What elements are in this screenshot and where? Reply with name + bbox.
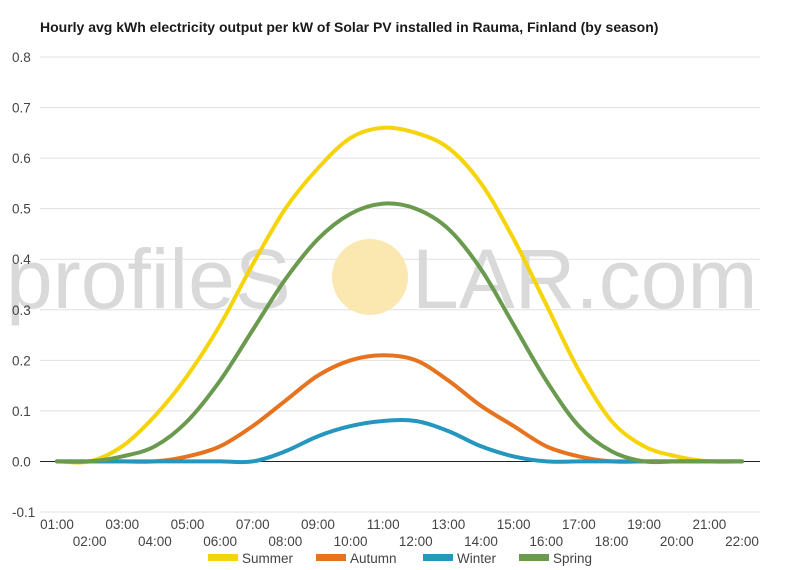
y-tick-label: 0.5 <box>12 202 31 217</box>
y-tick-label: 0.2 <box>12 353 31 368</box>
y-tick-label: 0.3 <box>12 303 31 318</box>
series-lines <box>55 125 744 465</box>
x-tick-label: 06:00 <box>203 534 237 549</box>
x-tick-label: 22:00 <box>725 534 759 549</box>
x-tick-label: 18:00 <box>595 534 629 549</box>
x-tick-label: 03:00 <box>105 517 139 532</box>
series-line-summer <box>55 125 744 465</box>
y-tick-label: 0.8 <box>12 50 31 65</box>
legend-swatch <box>423 554 453 561</box>
x-tick-label: 04:00 <box>138 534 172 549</box>
x-tick-label: 08:00 <box>268 534 302 549</box>
y-axis-ticks: -0.1 0.0 0.1 0.2 0.3 0.4 0.5 0.6 0.7 0.8 <box>12 50 35 520</box>
legend-label: Summer <box>242 551 294 566</box>
x-tick-label: 15:00 <box>497 517 531 532</box>
x-tick-label: 10:00 <box>334 534 368 549</box>
y-tick-label: 0.1 <box>12 404 31 419</box>
legend-swatch <box>519 554 549 561</box>
y-tick-label: 0.6 <box>12 151 31 166</box>
y-tick-label: 0.4 <box>12 252 31 267</box>
y-tick-label: -0.1 <box>12 505 35 520</box>
x-tick-label: 02:00 <box>73 534 107 549</box>
x-tick-label: 16:00 <box>529 534 563 549</box>
series-line-spring <box>55 201 744 465</box>
watermark-suffix: LAR.com <box>412 232 757 326</box>
legend-swatch <box>316 554 346 561</box>
legend-swatch <box>208 554 238 561</box>
x-tick-label: 05:00 <box>171 517 205 532</box>
x-tick-label: 21:00 <box>692 517 726 532</box>
x-tick-label: 14:00 <box>464 534 498 549</box>
legend-label: Autumn <box>350 551 397 566</box>
x-axis-ticks: 01:00 02:00 03:00 04:00 05:00 06:00 07:00 08:00… <box>40 517 759 549</box>
x-tick-label: 01:00 <box>40 517 74 532</box>
x-tick-label: 07:00 <box>236 517 270 532</box>
watermark: profileS LAR.com <box>6 232 757 326</box>
watermark-prefix: profileS <box>6 232 291 326</box>
series-line-winter <box>55 418 744 465</box>
watermark-sun <box>332 239 408 315</box>
chart-title: Hourly avg kWh electricity output per kW… <box>40 19 659 35</box>
y-tick-label: 0.0 <box>12 454 31 469</box>
x-tick-label: 13:00 <box>432 517 466 532</box>
x-tick-label: 12:00 <box>399 534 433 549</box>
x-tick-label: 09:00 <box>301 517 335 532</box>
legend-label: Spring <box>553 551 592 566</box>
legend-label: Winter <box>457 551 497 566</box>
x-tick-label: 19:00 <box>627 517 661 532</box>
x-tick-label: 11:00 <box>367 517 400 532</box>
x-tick-label: 20:00 <box>660 534 694 549</box>
y-tick-label: 0.7 <box>12 101 31 116</box>
x-tick-label: 17:00 <box>562 517 596 532</box>
legend: Summer Autumn Winter Spring <box>208 551 592 566</box>
